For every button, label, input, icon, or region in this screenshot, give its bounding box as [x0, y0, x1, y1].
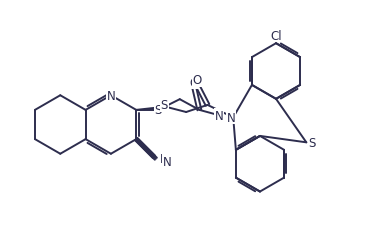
- Text: S: S: [161, 99, 168, 112]
- Text: S: S: [155, 104, 162, 117]
- Text: O: O: [189, 76, 199, 89]
- Text: S: S: [309, 136, 316, 149]
- Text: N: N: [107, 90, 115, 102]
- Text: Cl: Cl: [270, 30, 282, 43]
- Text: N: N: [163, 156, 171, 168]
- Text: O: O: [192, 74, 201, 87]
- Text: N: N: [215, 109, 223, 122]
- Text: N: N: [227, 112, 236, 124]
- Text: N: N: [160, 152, 169, 166]
